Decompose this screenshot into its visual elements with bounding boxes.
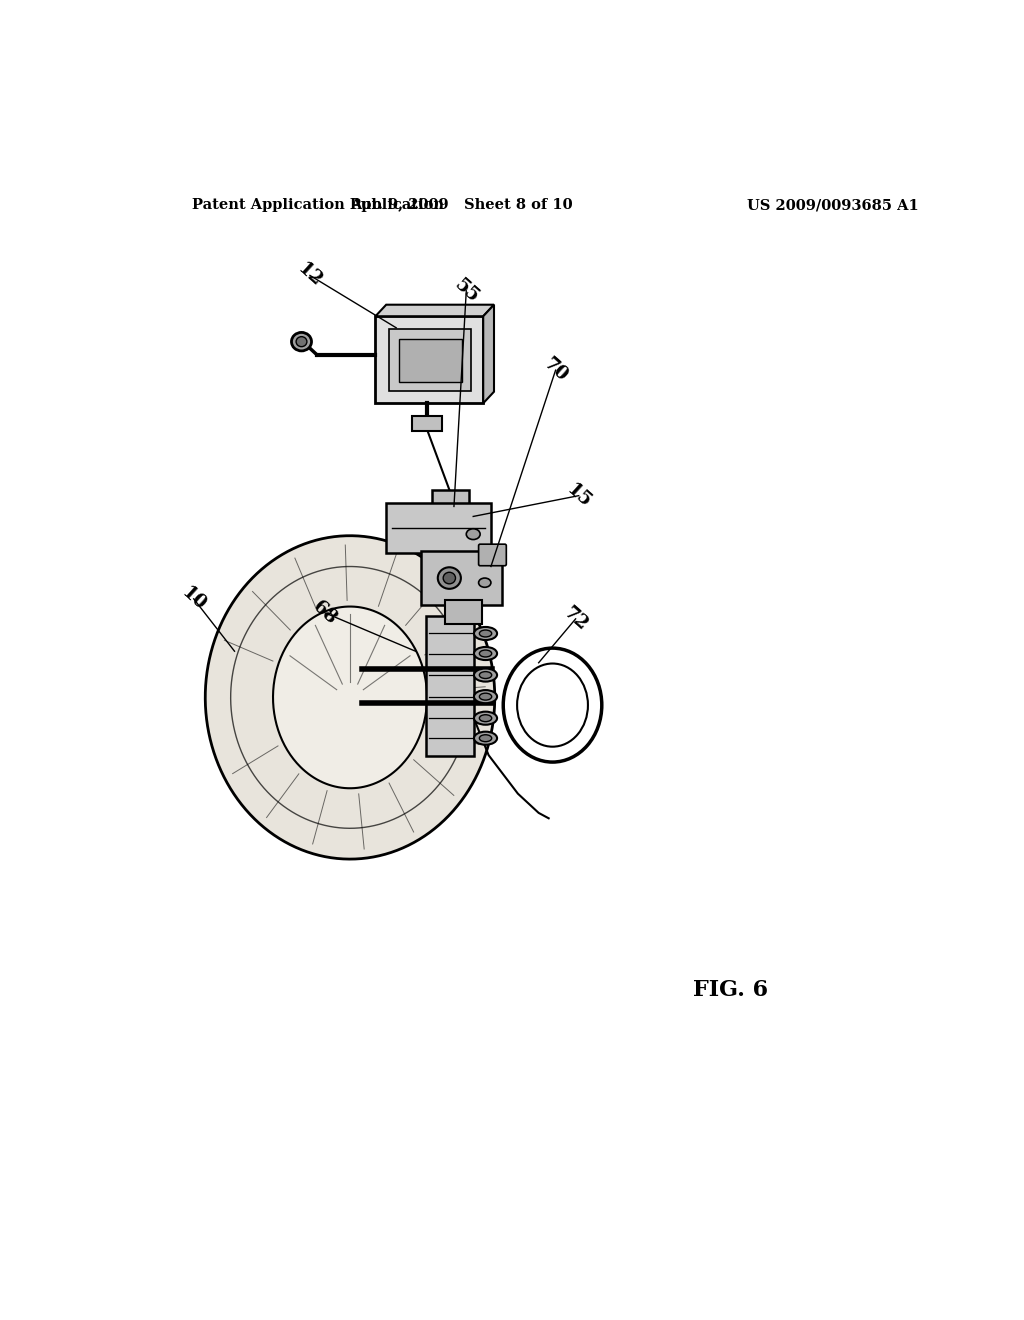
Ellipse shape: [292, 333, 311, 351]
Polygon shape: [376, 317, 483, 404]
Ellipse shape: [479, 672, 492, 678]
Ellipse shape: [474, 731, 497, 744]
FancyBboxPatch shape: [432, 490, 469, 543]
Polygon shape: [273, 607, 427, 788]
Ellipse shape: [474, 627, 497, 640]
Ellipse shape: [474, 668, 497, 681]
Text: 55: 55: [451, 276, 482, 306]
Text: 12: 12: [294, 260, 326, 290]
FancyBboxPatch shape: [421, 552, 503, 605]
Text: 70: 70: [540, 355, 571, 385]
Polygon shape: [398, 339, 462, 381]
FancyBboxPatch shape: [386, 503, 490, 553]
FancyBboxPatch shape: [413, 416, 441, 430]
Text: 10: 10: [178, 583, 210, 614]
Ellipse shape: [479, 693, 492, 700]
Text: 68: 68: [309, 597, 340, 628]
Text: 15: 15: [563, 480, 594, 511]
Ellipse shape: [443, 573, 456, 583]
Polygon shape: [376, 305, 494, 317]
Text: 72: 72: [560, 603, 591, 634]
Polygon shape: [483, 305, 494, 404]
Polygon shape: [388, 330, 471, 391]
Ellipse shape: [474, 690, 497, 704]
Text: FIG. 6: FIG. 6: [692, 979, 768, 1001]
Ellipse shape: [466, 529, 480, 540]
Text: Patent Application Publication: Patent Application Publication: [193, 198, 444, 213]
Text: US 2009/0093685 A1: US 2009/0093685 A1: [746, 198, 919, 213]
Ellipse shape: [296, 337, 307, 347]
Ellipse shape: [438, 568, 461, 589]
Ellipse shape: [479, 630, 492, 638]
FancyBboxPatch shape: [478, 544, 506, 566]
Polygon shape: [205, 536, 495, 859]
Text: Apr. 9, 2009   Sheet 8 of 10: Apr. 9, 2009 Sheet 8 of 10: [350, 198, 573, 213]
Ellipse shape: [474, 711, 497, 725]
FancyBboxPatch shape: [426, 615, 474, 756]
Ellipse shape: [478, 578, 490, 587]
Ellipse shape: [474, 647, 497, 660]
Ellipse shape: [479, 735, 492, 742]
Ellipse shape: [479, 714, 492, 722]
FancyBboxPatch shape: [444, 599, 481, 624]
Ellipse shape: [479, 649, 492, 657]
